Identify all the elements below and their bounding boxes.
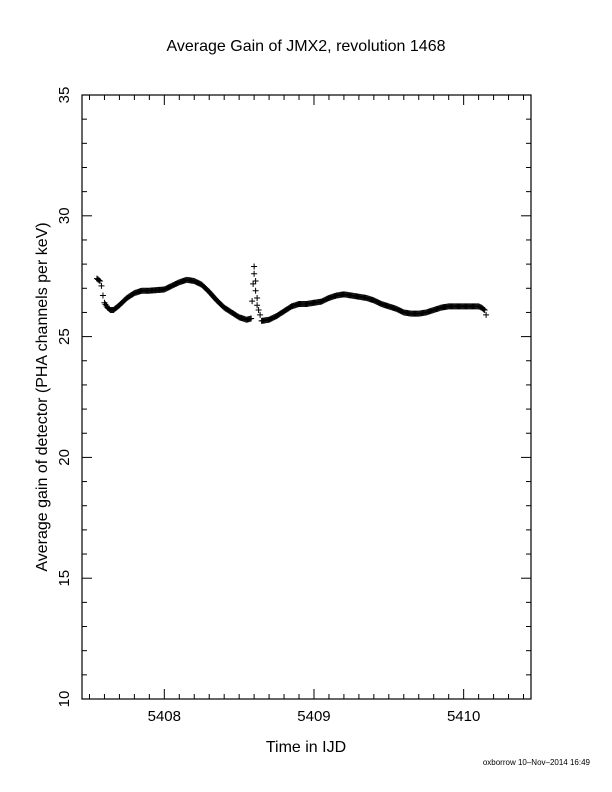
plot-frame	[81, 94, 532, 700]
data-point	[249, 298, 256, 305]
data-point	[257, 311, 264, 318]
x-tick-label: 5409	[297, 708, 330, 725]
data-point	[98, 282, 105, 289]
data-point	[251, 263, 258, 270]
data-point	[483, 311, 490, 318]
data-point	[255, 307, 262, 314]
y-tick-label: 30	[56, 207, 73, 224]
data-point	[480, 306, 487, 313]
data-point	[254, 294, 261, 301]
data-point	[96, 278, 103, 285]
data-point	[248, 315, 255, 322]
data-point	[254, 302, 261, 309]
data-point	[481, 307, 488, 314]
x-tick-label: 5408	[148, 708, 181, 725]
footer-credit: oxborrow 10–Nov–2014 16:49	[482, 758, 590, 767]
chart-title: Average Gain of JMX2, revolution 1468	[166, 38, 446, 55]
y-tick-label: 25	[56, 328, 73, 345]
y-tick-label: 10	[56, 691, 73, 708]
data-point	[99, 292, 106, 299]
y-axis-label: Average gain of detector (PHA channels p…	[34, 222, 51, 572]
x-tick-label: 5410	[447, 708, 480, 725]
y-tick-label: 15	[56, 570, 73, 587]
data-point	[252, 278, 259, 285]
data-point	[95, 277, 102, 284]
data-point	[252, 287, 259, 294]
x-axis-label: Time in IJD	[265, 739, 347, 756]
y-tick-label: 20	[56, 449, 73, 466]
data-point	[251, 270, 258, 277]
y-tick-label: 35	[56, 87, 73, 104]
